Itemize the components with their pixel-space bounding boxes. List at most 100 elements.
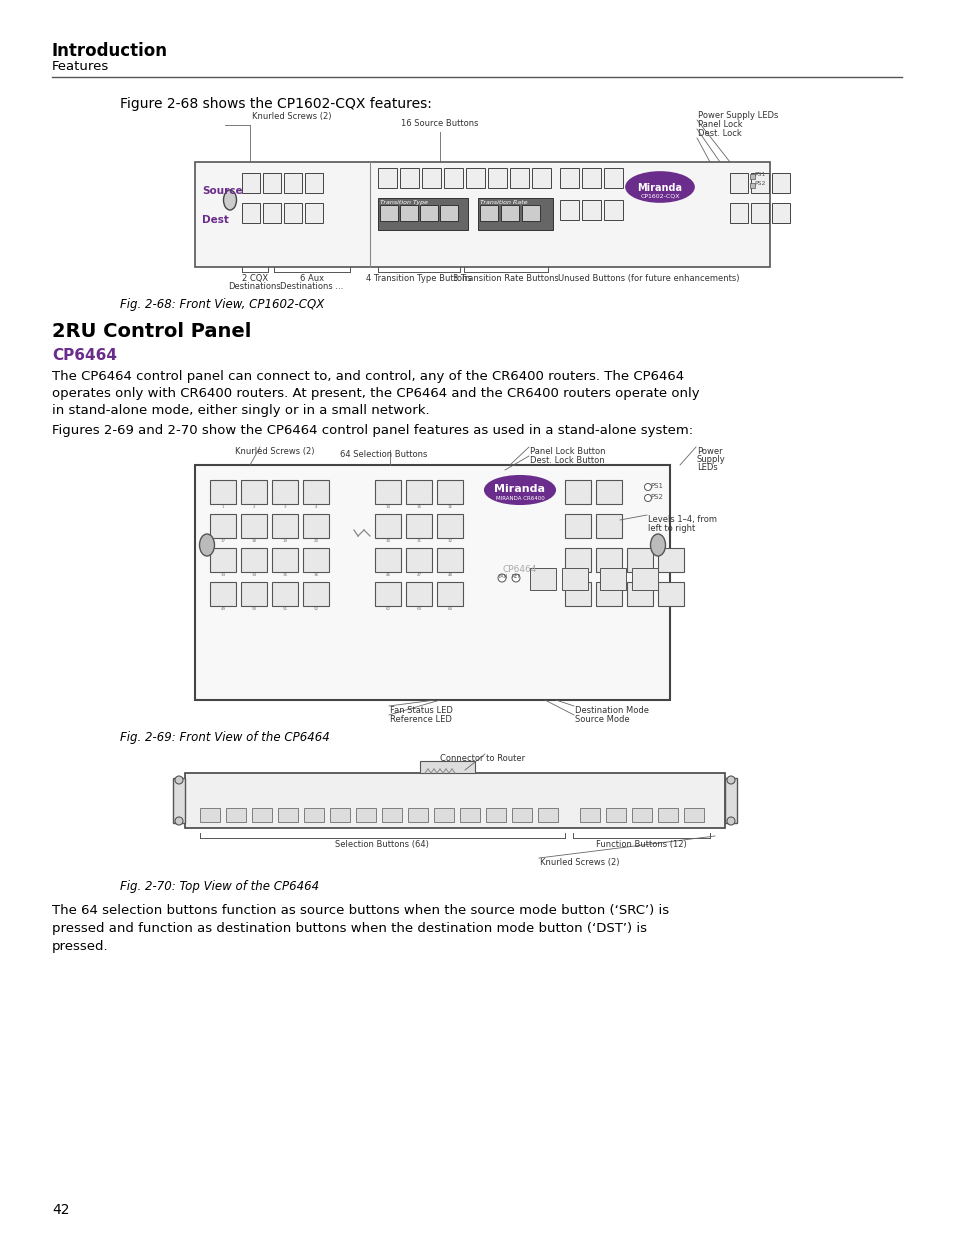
Bar [406, 480, 432, 504]
Text: 50: 50 [251, 606, 256, 611]
Text: Figure 2-68 shows the CP1602-CQX features:: Figure 2-68 shows the CP1602-CQX feature… [120, 98, 432, 111]
Text: Transition Type: Transition Type [379, 200, 428, 205]
Bar [272, 582, 297, 606]
Bar [771, 173, 789, 193]
Bar [419, 205, 437, 221]
Bar [355, 808, 375, 823]
Bar [436, 582, 462, 606]
Bar [564, 548, 590, 572]
Bar [241, 582, 267, 606]
Bar [305, 173, 323, 193]
Text: Fig. 2-70: Top View of the CP6464: Fig. 2-70: Top View of the CP6464 [120, 881, 319, 893]
Text: pressed.: pressed. [52, 940, 109, 953]
Bar [272, 480, 297, 504]
Text: 15: 15 [416, 505, 421, 509]
Bar [194, 162, 769, 267]
Text: Introduction: Introduction [52, 42, 168, 61]
Text: 2: 2 [253, 505, 255, 509]
Text: 19: 19 [282, 538, 287, 543]
Bar [304, 808, 324, 823]
Bar [579, 808, 599, 823]
Text: 18: 18 [252, 538, 256, 543]
Bar [631, 568, 658, 590]
Ellipse shape [484, 475, 555, 504]
Text: FAN: FAN [497, 574, 507, 579]
Bar [242, 203, 260, 224]
Bar [377, 168, 396, 188]
Text: 31: 31 [416, 538, 421, 543]
Text: Fig. 2-69: Front View of the CP6464: Fig. 2-69: Front View of the CP6464 [120, 731, 330, 743]
Bar [771, 203, 789, 224]
Text: Destinations ...: Destinations ... [280, 282, 343, 291]
Bar [200, 808, 220, 823]
Text: Knurled Screws (2): Knurled Screws (2) [234, 447, 314, 456]
Bar [277, 808, 297, 823]
Bar [406, 582, 432, 606]
Text: 34: 34 [252, 573, 256, 577]
Ellipse shape [644, 494, 651, 501]
Bar [605, 808, 625, 823]
Text: Dest: Dest [202, 215, 229, 225]
Text: Miranda: Miranda [494, 484, 545, 494]
Text: Transition Rate: Transition Rate [479, 200, 527, 205]
Ellipse shape [512, 574, 519, 582]
Text: 62: 62 [385, 606, 390, 611]
Bar [252, 808, 272, 823]
Bar [750, 173, 768, 193]
Bar [263, 203, 281, 224]
Text: 2 CQX: 2 CQX [242, 274, 268, 283]
Text: Power: Power [697, 447, 721, 456]
Text: 64 Selection Buttons: 64 Selection Buttons [339, 450, 427, 459]
Bar [439, 205, 457, 221]
Text: 64: 64 [447, 606, 452, 611]
Bar [241, 480, 267, 504]
Text: Knurled Screws (2): Knurled Screws (2) [539, 858, 618, 867]
Text: Figures 2-69 and 2-70 show the CP6464 control panel features as used in a stand-: Figures 2-69 and 2-70 show the CP6464 co… [52, 424, 693, 437]
Bar [658, 808, 678, 823]
Text: Fig. 2-68: Front View, CP1602-CQX: Fig. 2-68: Front View, CP1602-CQX [120, 298, 324, 311]
Bar [436, 480, 462, 504]
Bar [303, 582, 329, 606]
Text: 63: 63 [416, 606, 421, 611]
Text: 35: 35 [282, 573, 287, 577]
Text: pressed and function as destination buttons when the destination mode button (‘D: pressed and function as destination butt… [52, 923, 646, 935]
Text: 17: 17 [220, 538, 225, 543]
Bar [399, 205, 417, 221]
Text: CP6464: CP6464 [502, 564, 537, 574]
Bar [330, 808, 350, 823]
Text: 49: 49 [220, 606, 225, 611]
Bar [603, 200, 622, 220]
Bar [559, 168, 578, 188]
Text: LEDs: LEDs [697, 463, 717, 472]
Ellipse shape [223, 190, 236, 210]
Bar [626, 548, 652, 572]
Bar [210, 480, 235, 504]
Bar [537, 808, 558, 823]
Bar [379, 205, 397, 221]
Bar [581, 168, 600, 188]
Bar [561, 568, 587, 590]
Bar [284, 173, 302, 193]
Bar [724, 778, 737, 823]
Text: Fan Status LED: Fan Status LED [390, 706, 453, 715]
Text: Levels 1–4, from: Levels 1–4, from [647, 515, 717, 524]
Bar [512, 808, 532, 823]
Text: 48: 48 [447, 573, 452, 577]
Text: 6 Aux: 6 Aux [299, 274, 324, 283]
Bar [510, 168, 529, 188]
Text: Source Mode: Source Mode [575, 715, 629, 724]
Text: 32: 32 [447, 538, 452, 543]
Text: 4: 4 [314, 505, 317, 509]
Bar [185, 773, 724, 827]
Bar [596, 514, 621, 538]
Text: CP1602-CQX: CP1602-CQX [639, 194, 679, 199]
Bar [465, 168, 484, 188]
Bar [284, 203, 302, 224]
Bar [305, 203, 323, 224]
Bar [750, 203, 768, 224]
Bar [194, 466, 669, 700]
Bar [596, 548, 621, 572]
Bar [436, 548, 462, 572]
Text: 3: 3 [283, 505, 286, 509]
Text: 4 Transition Type Buttons: 4 Transition Type Buttons [366, 274, 472, 283]
